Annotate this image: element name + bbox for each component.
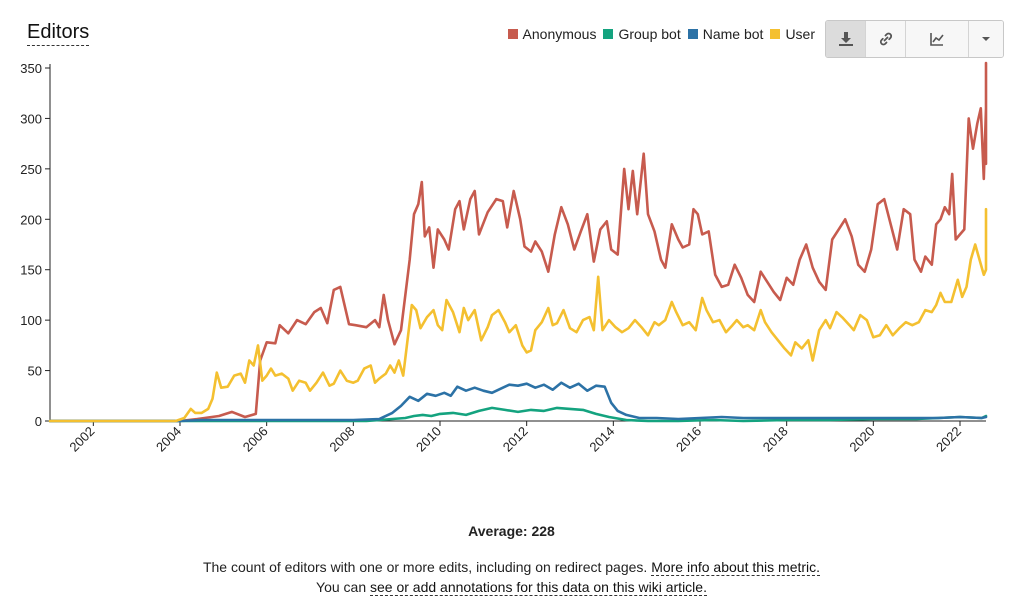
series-line-user <box>48 207 988 423</box>
y-tick-label: 50 <box>28 364 42 379</box>
chart-legend: Anonymous Group bot Name bot User <box>507 26 815 42</box>
description-line: The count of editors with one or more ed… <box>0 557 1023 577</box>
chart-toolbar <box>825 20 1004 58</box>
copy-link-button[interactable] <box>866 21 906 57</box>
metric-description: The count of editors with one or more ed… <box>0 557 1023 597</box>
x-tick-label: 2014 <box>586 424 617 455</box>
y-tick-label: 100 <box>20 313 42 328</box>
y-tick-label: 150 <box>20 263 42 278</box>
annotations-link[interactable]: see or add annotations for this data on … <box>370 579 707 596</box>
x-tick-label: 2006 <box>240 424 271 455</box>
x-tick-label: 2022 <box>933 424 964 455</box>
x-tick-label: 2018 <box>760 424 791 455</box>
caret-down-icon <box>982 37 990 41</box>
y-tick-label: 350 <box>20 61 42 76</box>
line-chart-icon <box>930 33 944 46</box>
chart-type-button[interactable] <box>906 21 969 57</box>
download-icon <box>838 32 853 46</box>
series-line-anonymous <box>48 61 988 423</box>
x-tick-label: 2012 <box>500 424 531 455</box>
annotations-line: You can see or add annotations for this … <box>0 577 1023 597</box>
link-icon <box>879 32 892 46</box>
legend-item-anonymous[interactable]: Anonymous <box>507 26 597 42</box>
y-tick-label: 0 <box>35 414 42 429</box>
y-tick-label: 200 <box>20 212 42 227</box>
download-button[interactable] <box>826 21 866 57</box>
legend-label-user: User <box>785 26 815 42</box>
description-text: The count of editors with one or more ed… <box>202 559 648 575</box>
x-tick-label: 2002 <box>66 424 97 455</box>
chart-title: Editors <box>27 20 90 46</box>
y-tick-label: 300 <box>20 111 42 126</box>
legend-item-user[interactable]: User <box>770 26 815 42</box>
y-tick-label: 250 <box>20 162 42 177</box>
legend-swatch-user <box>770 29 781 39</box>
series-line-group-bot <box>48 406 988 423</box>
more-info-link[interactable]: More info about this metric. <box>651 559 821 576</box>
x-tick-label: 2020 <box>846 424 877 455</box>
x-tick-label: 2004 <box>153 424 184 455</box>
x-tick-label: 2008 <box>326 424 357 455</box>
legend-label-name-bot: Name bot <box>702 26 764 42</box>
x-tick-label: 2016 <box>673 424 704 455</box>
legend-swatch-group-bot <box>603 29 614 39</box>
legend-item-name-bot[interactable]: Name bot <box>687 26 764 42</box>
legend-swatch-name-bot <box>687 29 698 39</box>
legend-item-group-bot[interactable]: Group bot <box>603 26 681 42</box>
series-line-name-bot <box>48 381 988 423</box>
legend-swatch-anonymous <box>507 29 518 39</box>
legend-label-anonymous: Anonymous <box>522 26 597 42</box>
legend-label-group-bot: Group bot <box>618 26 681 42</box>
annotations-prefix: You can <box>316 579 367 595</box>
average-value: Average: 228 <box>468 523 555 539</box>
editors-line-chart: 0 50 100 150 200 250 300 350 2002 2004 2006 2008 201… <box>20 61 988 455</box>
x-tick-label: 2010 <box>413 424 444 455</box>
more-options-dropdown[interactable] <box>969 21 1003 57</box>
